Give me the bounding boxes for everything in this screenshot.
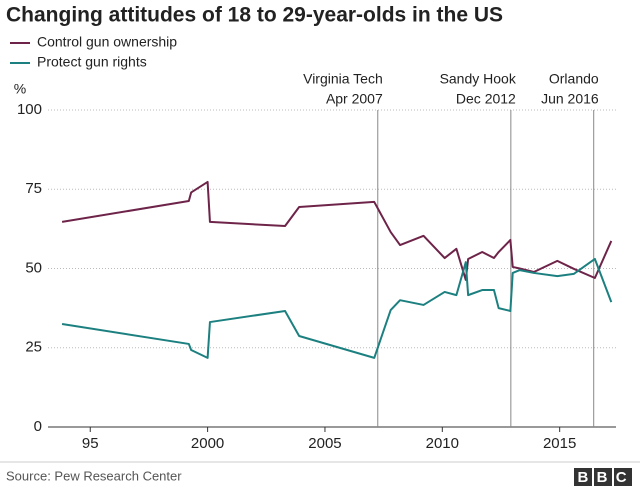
- x-tick-label: 2015: [543, 435, 576, 452]
- legend-label: Control gun ownership: [37, 34, 177, 50]
- chart-title: Changing attitudes of 18 to 29-year-olds…: [6, 4, 503, 27]
- event-date: Apr 2007: [326, 91, 383, 107]
- y-tick-label: 0: [34, 418, 42, 435]
- x-tick-label: 2010: [426, 435, 459, 452]
- source: Source: Pew Research Center: [6, 468, 182, 483]
- x-tick-label: 2000: [191, 435, 224, 452]
- logo-box: [574, 468, 592, 486]
- logo-box: [614, 468, 632, 486]
- x-tick-label: 95: [82, 435, 99, 452]
- y-tick-label: 50: [25, 259, 42, 276]
- series-line: [61, 180, 613, 281]
- legend-label: Protect gun rights: [37, 54, 147, 70]
- x-tick-label: 2005: [308, 435, 341, 452]
- event-date: Dec 2012: [456, 91, 516, 107]
- logo-box: [594, 468, 612, 486]
- event-date: Jun 2016: [541, 91, 599, 107]
- y-tick-label: 75: [25, 180, 42, 197]
- logo: BBC: [578, 469, 635, 486]
- y-axis-label: %: [14, 81, 26, 97]
- event-label: Orlando: [549, 71, 599, 87]
- event-label: Sandy Hook: [440, 71, 517, 87]
- event-label: Virginia Tech: [303, 71, 383, 87]
- series-line: [61, 257, 613, 359]
- y-tick-label: 100: [17, 101, 42, 118]
- y-tick-label: 25: [25, 339, 42, 356]
